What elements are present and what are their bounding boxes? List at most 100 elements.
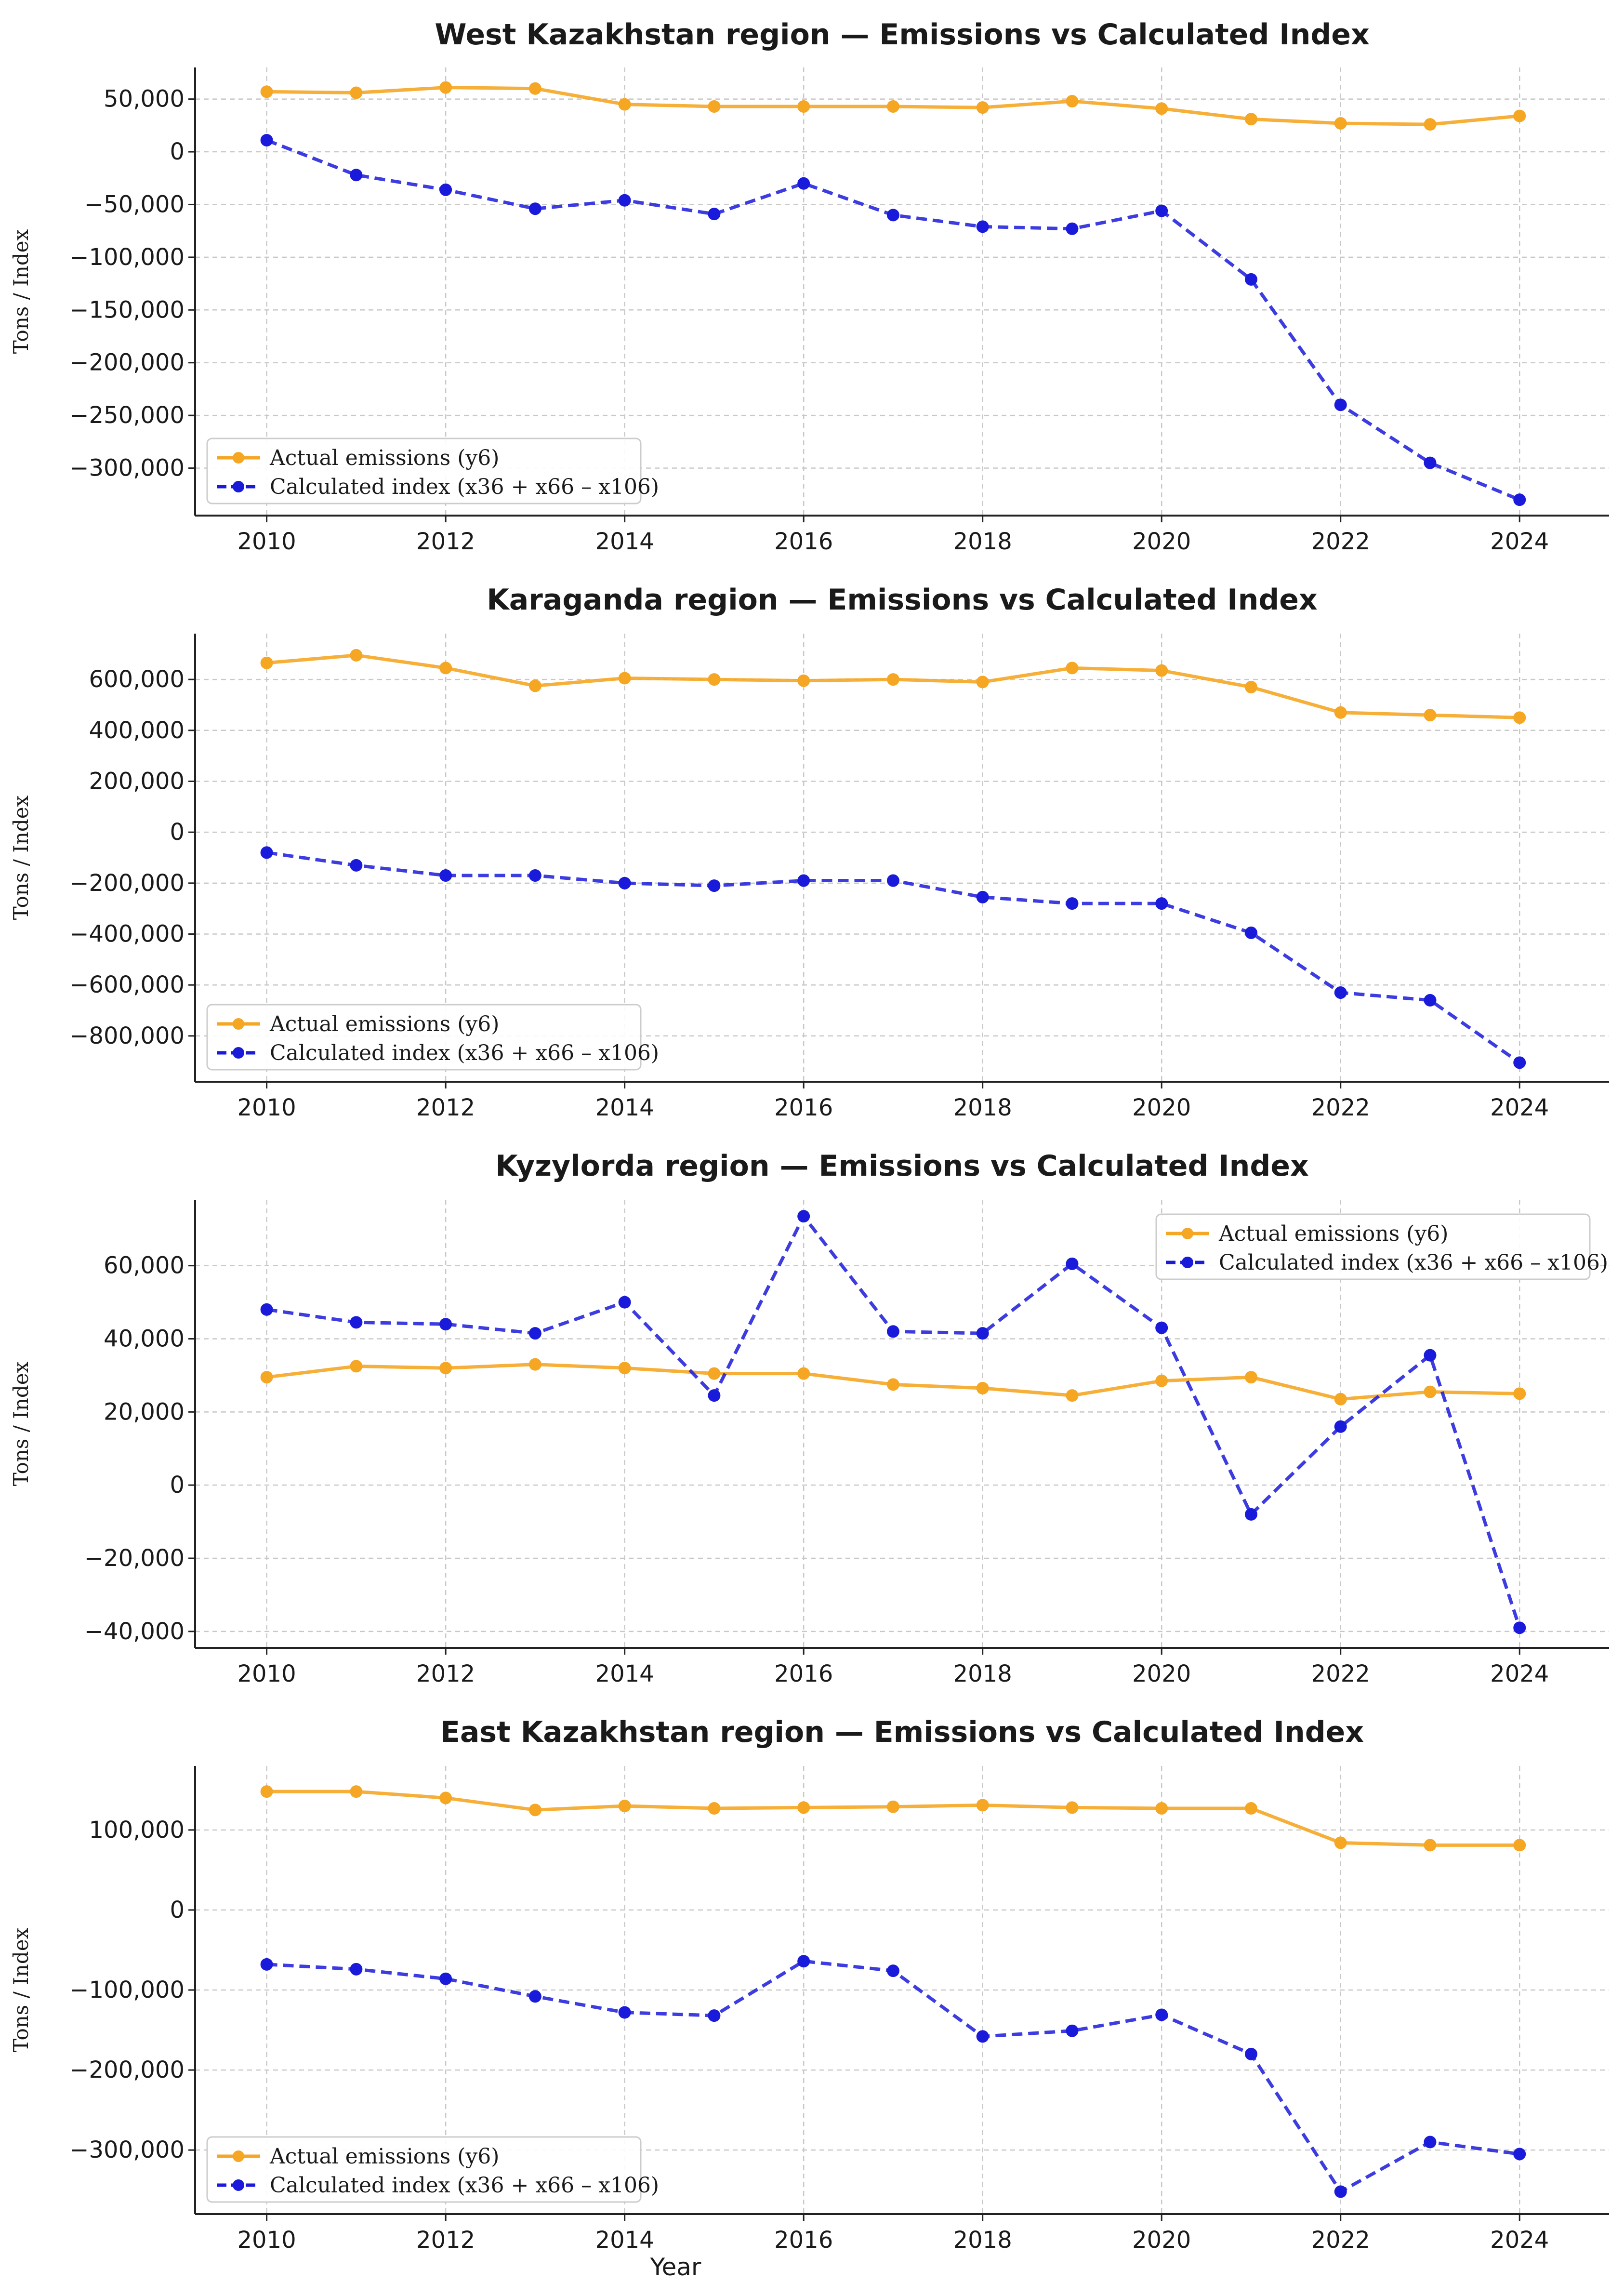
actual-emissions-point [260, 1785, 273, 1798]
actual-emissions-point [528, 82, 541, 95]
calculated-index-point [618, 1296, 631, 1309]
y-tick-label: 20,000 [104, 1398, 185, 1425]
calculated-index-point [976, 220, 989, 233]
legend-marker-calculated [233, 2179, 244, 2191]
calculated-index-point [260, 133, 273, 146]
actual-emissions-point [708, 1367, 721, 1380]
legend-marker-calculated [233, 1047, 244, 1059]
y-tick-label: 100,000 [89, 1817, 185, 1844]
legend-marker-actual [233, 2150, 244, 2162]
actual-emissions-point [797, 674, 810, 687]
legend-marker-calculated [1182, 1257, 1193, 1268]
actual-emissions-point [976, 676, 989, 689]
calculated-index-point [439, 1318, 452, 1331]
y-tick-label: −200,000 [69, 349, 185, 376]
actual-emissions-point [1155, 1374, 1168, 1387]
x-tick-label: 2018 [953, 1094, 1012, 1121]
calculated-index-point [1155, 897, 1168, 910]
actual-emissions-point [1066, 95, 1079, 108]
x-tick-label: 2022 [1311, 528, 1370, 555]
actual-emissions-point [1513, 109, 1526, 122]
legend: Actual emissions (y6) Calculated index (x… [1155, 1213, 1608, 1280]
calculated-index-point [1244, 1508, 1257, 1521]
y-tick-label: 400,000 [89, 717, 185, 744]
x-tick-label: 2020 [1132, 2227, 1191, 2254]
actual-emissions-point [886, 1378, 899, 1391]
calculated-index-point [528, 1990, 541, 2003]
actual-emissions-point [260, 85, 273, 98]
actual-emissions-point [260, 1371, 273, 1384]
x-tick-label: 2010 [238, 528, 296, 555]
y-tick-label: −250,000 [69, 402, 185, 429]
calculated-index-point [1513, 2148, 1526, 2161]
actual-emissions-point [439, 1362, 452, 1375]
y-axis-label: Tons / Index [9, 795, 33, 920]
x-tick-label: 2024 [1490, 1094, 1549, 1121]
y-tick-label: −20,000 [84, 1545, 185, 1572]
y-tick-label: −150,000 [69, 296, 185, 323]
calculated-index-point [1424, 1349, 1437, 1362]
x-tick-label: 2018 [953, 2227, 1012, 2254]
calculated-index-point [1066, 1257, 1079, 1270]
y-tick-label: 0 [170, 819, 185, 846]
x-axis-label: Year [650, 2253, 701, 2281]
actual-emissions-point [1155, 1802, 1168, 1815]
actual-emissions-point [1066, 1389, 1079, 1402]
actual-emissions-point [1066, 1801, 1079, 1814]
legend: Actual emissions (y6) Calculated index (x… [206, 438, 659, 504]
actual-emissions-point [886, 673, 899, 686]
x-tick-label: 2012 [416, 528, 475, 555]
actual-emissions-point [976, 101, 989, 114]
x-tick-label: 2014 [595, 1660, 654, 1687]
actual-emissions-point [797, 1801, 810, 1814]
actual-emissions-point [1513, 1839, 1526, 1852]
calculated-index-point [1155, 204, 1168, 217]
calculated-index-point [797, 1210, 810, 1223]
y-tick-label: −200,000 [69, 2056, 185, 2083]
actual-emissions-point [1334, 706, 1347, 719]
actual-emissions-point [528, 1804, 541, 1817]
legend-box [1155, 1213, 1591, 1280]
x-tick-label: 2016 [774, 528, 833, 555]
y-axis-label: Tons / Index [9, 1927, 33, 2052]
y-tick-label: −800,000 [69, 1022, 185, 1049]
y-tick-label: 0 [170, 1472, 185, 1499]
x-tick-label: 2020 [1132, 1660, 1191, 1687]
x-tick-label: 2014 [595, 1094, 654, 1121]
y-axis-label: Tons / Index [9, 229, 33, 354]
actual-emissions-point [708, 1802, 721, 1815]
calculated-index-point [528, 1327, 541, 1340]
y-tick-label: −400,000 [69, 921, 185, 948]
calculated-index-point [886, 1964, 899, 1977]
legend-label-actual: Actual emissions (y6) [269, 2144, 499, 2169]
calculated-index-point [618, 2006, 631, 2019]
x-tick-label: 2010 [238, 1660, 296, 1687]
actual-emissions-point [439, 662, 452, 675]
calculated-index-point [797, 1955, 810, 1968]
calculated-index-point [1334, 2185, 1347, 2198]
calculated-index-point [439, 183, 452, 196]
actual-emissions-point [1244, 1371, 1257, 1384]
actual-emissions-point [708, 673, 721, 686]
calculated-index-point [350, 1316, 363, 1329]
x-tick-label: 2010 [238, 2227, 296, 2254]
calculated-index-point [528, 869, 541, 882]
calculated-index-point [797, 874, 810, 887]
actual-emissions-point [1155, 664, 1168, 677]
actual-emissions-point [260, 656, 273, 669]
actual-emissions-point [976, 1799, 989, 1812]
calculated-index-point [1155, 2008, 1168, 2021]
legend-marker-actual [233, 452, 244, 464]
x-tick-label: 2012 [416, 1094, 475, 1121]
actual-emissions-point [1334, 117, 1347, 130]
actual-emissions-point [350, 1785, 363, 1798]
y-axis-label: Tons / Index [9, 1361, 33, 1486]
calculated-index-point [1424, 456, 1437, 469]
y-tick-label: −40,000 [84, 1618, 185, 1645]
calculated-index-point [260, 1303, 273, 1316]
calculated-index-point [976, 1327, 989, 1340]
chart-panel-3: Kyzylorda region — Emissions vs Calculat… [9, 1149, 1609, 1687]
legend-marker-actual [233, 1018, 244, 1030]
actual-emissions-point [350, 86, 363, 99]
